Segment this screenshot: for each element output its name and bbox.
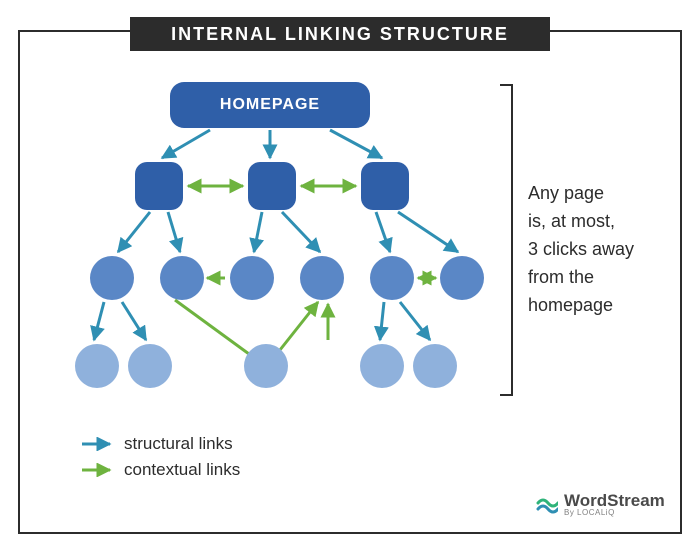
brand-wave-icon <box>536 494 558 516</box>
node-l1b <box>248 162 296 210</box>
node-l3d <box>360 344 404 388</box>
legend-row: contextual links <box>80 460 240 480</box>
legend: structural links contextual links <box>80 434 240 486</box>
caption-line: Any page <box>528 180 634 208</box>
node-l2c <box>230 256 274 300</box>
legend-arrow-icon <box>80 437 116 451</box>
brand-byline: By LOCALiQ <box>564 509 665 517</box>
structural-arrow <box>330 130 382 158</box>
node-l3c <box>244 344 288 388</box>
brand-logo: WordStreamBy LOCALiQ <box>536 492 665 517</box>
node-l1a <box>135 162 183 210</box>
structural-arrow <box>282 212 320 252</box>
structural-arrow <box>168 212 180 252</box>
structural-arrow <box>118 212 150 252</box>
structural-arrow <box>162 130 210 158</box>
node-l3e <box>413 344 457 388</box>
structural-arrow <box>400 302 430 340</box>
legend-label: contextual links <box>124 460 240 480</box>
legend-arrow-icon <box>80 463 116 477</box>
structural-arrow <box>94 302 104 340</box>
caption-text: Any pageis, at most,3 clicks awayfrom th… <box>528 180 634 319</box>
legend-label: structural links <box>124 434 233 454</box>
structural-arrow <box>376 212 390 252</box>
node-l2a <box>90 256 134 300</box>
node-l2e <box>370 256 414 300</box>
node-l3a <box>75 344 119 388</box>
homepage-node: HOMEPAGE <box>170 82 370 128</box>
node-l2b <box>160 256 204 300</box>
legend-row: structural links <box>80 434 240 454</box>
node-l2f <box>440 256 484 300</box>
node-l3b <box>128 344 172 388</box>
structural-arrow <box>398 212 458 252</box>
node-l2d <box>300 256 344 300</box>
caption-line: homepage <box>528 292 634 320</box>
structural-arrow <box>122 302 146 340</box>
bracket <box>500 85 512 395</box>
caption-line: 3 clicks away <box>528 236 634 264</box>
caption-line: from the <box>528 264 634 292</box>
caption-line: is, at most, <box>528 208 634 236</box>
structural-arrow <box>254 212 262 252</box>
structural-arrow <box>380 302 384 340</box>
node-l1c <box>361 162 409 210</box>
brand-name: WordStream <box>564 492 665 509</box>
brand-text: WordStreamBy LOCALiQ <box>564 492 665 517</box>
